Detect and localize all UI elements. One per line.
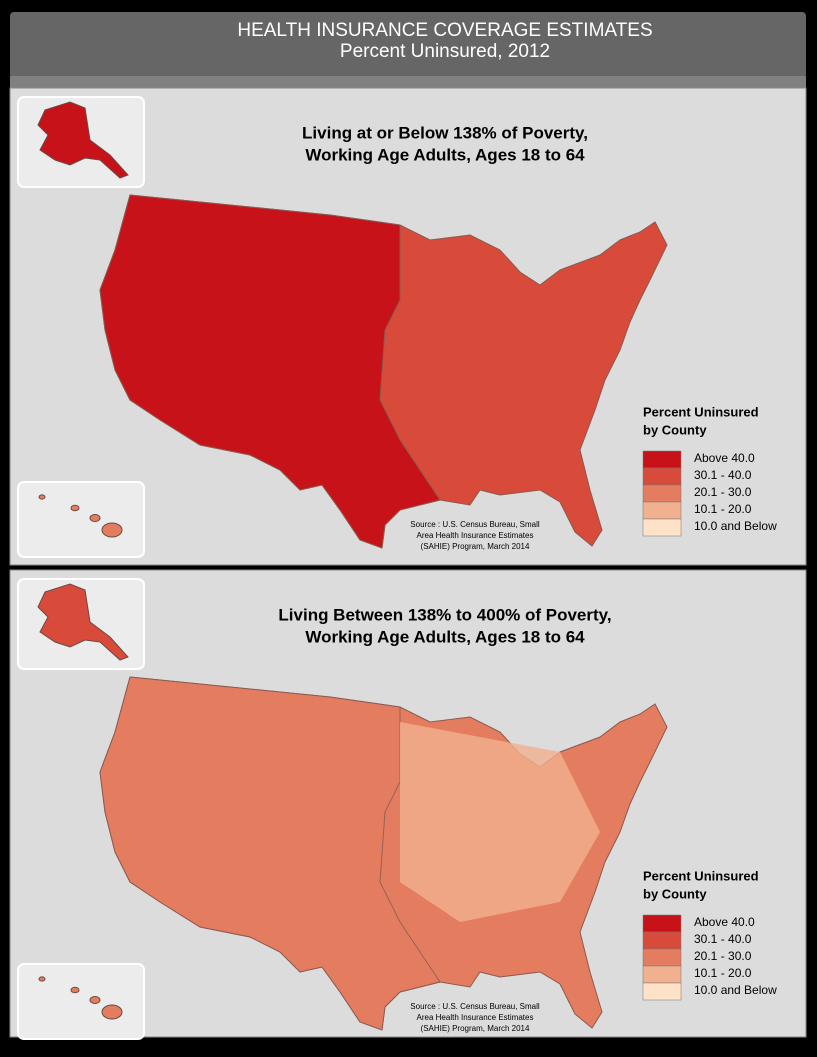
source-note: (SAHIE) Program, March 2014 (421, 542, 530, 551)
legend-swatch (642, 948, 682, 967)
hawaii-island (38, 494, 46, 500)
western-region (99, 194, 441, 549)
source-note: Area Health Insurance Estimates (417, 531, 534, 540)
source-note: Source : U.S. Census Bureau, Small (410, 520, 540, 529)
legend-label: 20.1 - 30.0 (694, 485, 752, 499)
legend-title: Percent Uninsured (643, 404, 759, 419)
legend-label: 20.1 - 30.0 (694, 949, 752, 963)
panel-title: Working Age Adults, Ages 18 to 64 (305, 145, 585, 164)
hawaii-island (101, 1004, 123, 1020)
legend-label: 10.0 and Below (694, 983, 777, 997)
legend-swatch (642, 931, 682, 950)
hawaii-island (70, 986, 80, 994)
hawaii-inset (17, 963, 145, 1040)
western-region (99, 676, 441, 1031)
header-strip (10, 76, 806, 88)
legend-label: 10.1 - 20.0 (694, 502, 752, 516)
legend-swatch (642, 450, 682, 469)
us-map (17, 578, 668, 1040)
us-map (17, 96, 668, 558)
legend-label: Above 40.0 (694, 451, 755, 465)
legend-swatch (642, 965, 682, 984)
legend-swatch (642, 501, 682, 520)
legend-swatch (642, 982, 682, 1001)
legend-swatch (642, 467, 682, 486)
panel-title: Living Between 138% to 400% of Poverty, (278, 605, 611, 624)
hawaii-island (38, 976, 46, 982)
header-title: HEALTH INSURANCE COVERAGE ESTIMATES (237, 20, 652, 41)
legend-label: 30.1 - 40.0 (694, 932, 752, 946)
header-bar (10, 12, 806, 78)
panel: Living at or Below 138% of Poverty, Worki… (9, 87, 807, 566)
source-note: (SAHIE) Program, March 2014 (421, 1024, 530, 1033)
panel: Living Between 138% to 400% of Poverty, W… (9, 569, 807, 1040)
legend-label: 30.1 - 40.0 (694, 468, 752, 482)
legend-swatch (642, 518, 682, 537)
legend-label: 10.0 and Below (694, 519, 777, 533)
legend-label: 10.1 - 20.0 (694, 966, 752, 980)
legend-swatch (642, 484, 682, 503)
hawaii-island (101, 522, 123, 538)
source-note: Source : U.S. Census Bureau, Small (410, 1002, 540, 1011)
alaska (37, 101, 129, 179)
panel-title: Living at or Below 138% of Poverty, (302, 123, 588, 142)
legend-title: by County (643, 422, 707, 437)
panel-title: Working Age Adults, Ages 18 to 64 (305, 627, 585, 646)
hawaii-island (89, 514, 101, 522)
alaska (37, 583, 129, 661)
hawaii-island (89, 996, 101, 1004)
hawaii-island (70, 504, 80, 512)
midwest-region (400, 722, 600, 922)
legend-title: Percent Uninsured (643, 868, 759, 883)
header-subtitle: Percent Uninsured, 2012 (340, 41, 550, 62)
source-note: Area Health Insurance Estimates (417, 1013, 534, 1022)
legend-swatch (642, 914, 682, 933)
legend-label: Above 40.0 (694, 915, 755, 929)
hawaii-inset (17, 481, 145, 558)
legend-title: by County (643, 886, 707, 901)
